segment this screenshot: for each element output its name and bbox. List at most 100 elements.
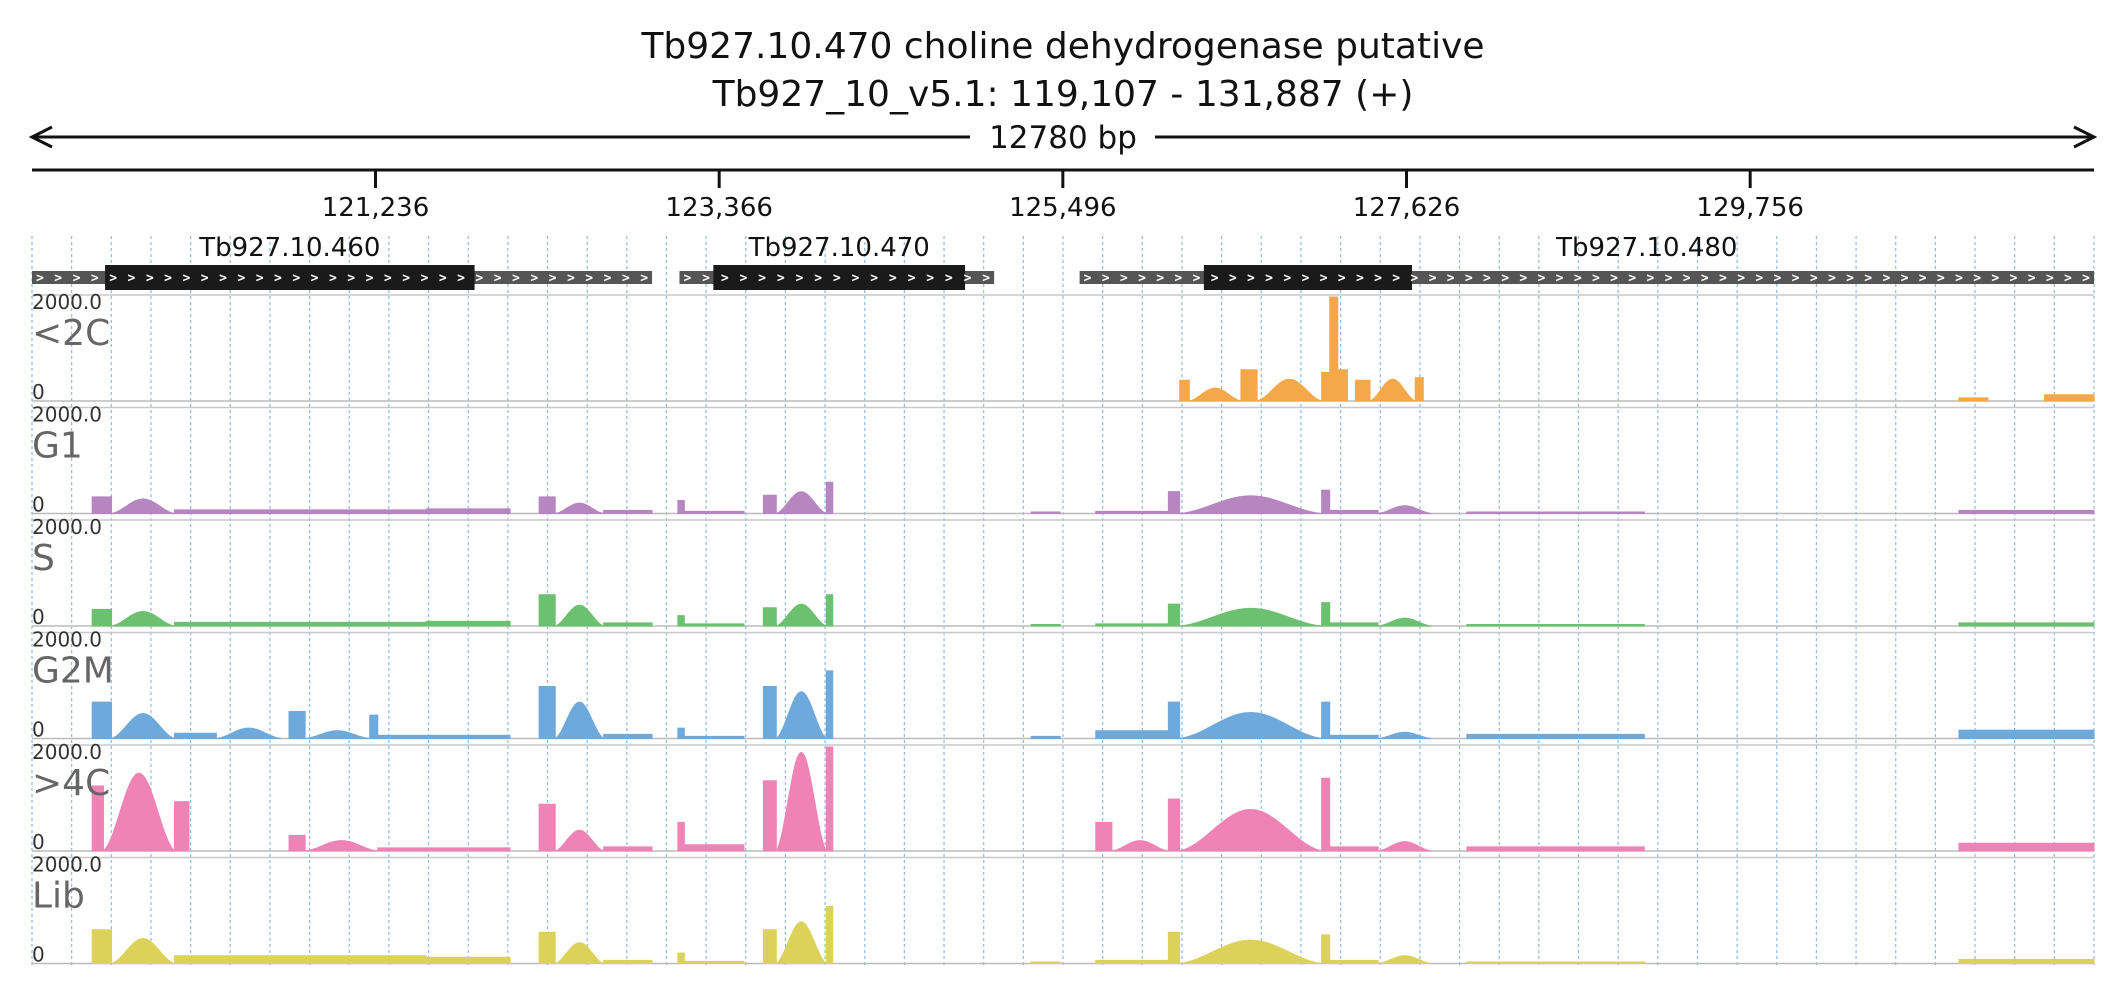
track-G2M: 2000.0 0 G2M	[32, 628, 2095, 742]
coverage-segment	[555, 942, 604, 964]
coverage-segment	[538, 931, 556, 964]
coverage-segment	[1378, 617, 1432, 627]
gene-cds	[105, 265, 475, 290]
coverage-segment	[288, 834, 306, 852]
y-min-label: 0	[32, 830, 45, 854]
gene-label: Tb927.10.470	[748, 233, 930, 263]
track-label: S	[32, 538, 55, 579]
y-max-label: 2000.0	[32, 403, 102, 427]
x-axis-ticks: 121,236 123,366 125,496 127,626 129,756	[322, 170, 1804, 223]
coverage-segment	[111, 712, 175, 739]
coverage-segment	[1189, 387, 1242, 402]
coverage-segment	[555, 604, 604, 627]
coverage-segment	[683, 623, 745, 627]
coverage-segment	[425, 956, 511, 964]
coverage-segment	[762, 686, 777, 739]
track-label: G1	[32, 426, 83, 467]
coverage-segment	[1167, 798, 1181, 852]
coverage-segment	[91, 496, 113, 514]
coverage-segment	[216, 727, 282, 739]
coverage-segment	[2043, 394, 2095, 402]
coverage-segment	[1256, 378, 1322, 402]
coverage-segment	[1958, 622, 2095, 627]
coverage-segment	[1958, 842, 2095, 852]
coverage-segment	[377, 734, 511, 739]
coverage-segment	[825, 746, 834, 852]
coverage-segment	[677, 615, 685, 627]
coverage-segment	[677, 952, 685, 964]
coverage-segment	[603, 846, 653, 852]
y-max-label: 2000.0	[32, 290, 102, 314]
coverage-segment	[1958, 958, 2095, 964]
coverage-segment	[305, 730, 370, 739]
coverage-segment	[111, 498, 175, 514]
coverage-segment	[1179, 939, 1322, 964]
coverage-segment	[1179, 711, 1322, 739]
coverage-segment	[173, 955, 427, 964]
coverage-segment	[1329, 846, 1379, 852]
coverage-segment	[173, 509, 427, 514]
coverage-segment	[762, 929, 777, 964]
gene-label: Tb927.10.460	[198, 233, 380, 263]
coverage-segment	[91, 608, 113, 627]
coverage-tracks: 2000.00<2C2000.00G12000.00S2000.00G2M200…	[32, 290, 2095, 967]
coverage-segment	[1378, 731, 1432, 739]
coverage-segment	[1958, 729, 2095, 739]
coverage-segment	[1378, 955, 1432, 964]
coverage-segment	[825, 670, 834, 739]
track-2C: 2000.0 0 <2C	[32, 290, 2095, 404]
span-label: 12780 bp	[989, 120, 1137, 156]
coverage-segment	[762, 780, 777, 852]
coverage-segment	[1167, 491, 1181, 514]
track-G1: 2000.0 0 G1	[32, 403, 2095, 517]
coverage-segment	[683, 510, 745, 514]
coverage-segment	[1095, 959, 1169, 964]
span-arrow-left-head	[28, 125, 53, 149]
coverage-segment	[1240, 369, 1258, 402]
coverage-segment	[1111, 840, 1169, 852]
x-tick-label: 125,496	[1009, 193, 1117, 223]
coverage-segment	[1030, 735, 1061, 739]
coverage-segment	[1329, 296, 1339, 402]
coverage-segment	[603, 959, 653, 964]
coverage-segment	[91, 785, 104, 852]
coverage-segment	[1179, 808, 1322, 852]
coverage-segment	[1179, 379, 1190, 402]
coverage-segment	[377, 847, 511, 852]
coverage-segment	[103, 772, 176, 852]
coverage-segment	[1179, 495, 1322, 514]
coverage-segment	[1095, 510, 1169, 514]
coverage-segment	[1329, 622, 1379, 627]
gene-track: >>>>>>>>>>>>>>>>>>>>>>>>>>>>>>>>>>Tb927.…	[32, 233, 2094, 290]
coverage-segment	[538, 496, 556, 514]
coverage-segment	[1167, 701, 1181, 739]
coverage-segment	[825, 594, 834, 627]
coverage-segment	[1329, 509, 1379, 514]
coverage-segment	[1329, 959, 1379, 964]
coverage-segment	[677, 821, 685, 852]
coverage-segment	[1378, 505, 1432, 514]
coverage-segment	[555, 829, 604, 852]
coverage-segment	[775, 691, 827, 739]
coverage-segment	[1095, 821, 1113, 852]
coverage-segment	[1466, 623, 1645, 627]
track-label: Lib	[32, 876, 85, 917]
gene-label: Tb927.10.480	[1555, 233, 1737, 263]
coverage-segment	[1167, 603, 1181, 627]
coverage-segment	[1321, 701, 1331, 739]
x-tick-label: 129,756	[1696, 193, 1804, 223]
coverage-segment	[1355, 379, 1371, 402]
track-label: >4C	[32, 763, 110, 804]
coverage-segment	[825, 481, 834, 514]
coverage-segment	[683, 960, 745, 964]
x-tick-label: 123,366	[665, 193, 773, 223]
gridlines	[31, 236, 2095, 965]
y-min-label: 0	[32, 718, 45, 742]
y-min-label: 0	[32, 493, 45, 517]
track-label: G2M	[32, 651, 114, 692]
coverage-segment	[425, 508, 511, 514]
coverage-segment	[775, 921, 827, 964]
coverage-segment	[1414, 377, 1424, 402]
coverage-segment	[1321, 777, 1331, 852]
